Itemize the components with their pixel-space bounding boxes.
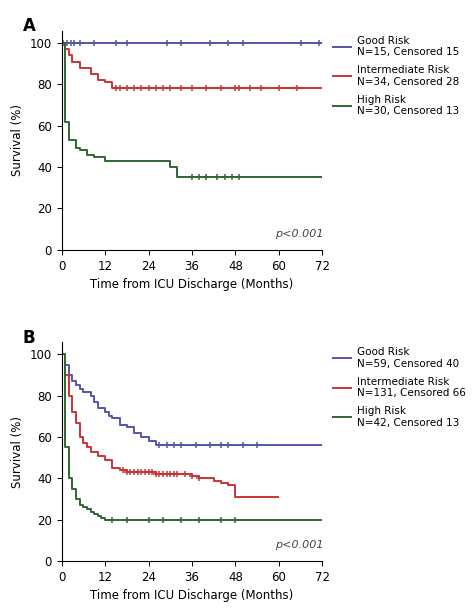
Text: B: B: [23, 329, 35, 346]
Y-axis label: Survival (%): Survival (%): [11, 104, 24, 176]
X-axis label: Time from ICU Discharge (Months): Time from ICU Discharge (Months): [91, 589, 293, 603]
X-axis label: Time from ICU Discharge (Months): Time from ICU Discharge (Months): [91, 278, 293, 291]
Text: p<0.001: p<0.001: [275, 229, 324, 239]
Legend: Good Risk
N=59, Censored 40, Intermediate Risk
N=131, Censored 66, High Risk
N=4: Good Risk N=59, Censored 40, Intermediat…: [333, 347, 465, 428]
Y-axis label: Survival (%): Survival (%): [11, 415, 24, 487]
Text: A: A: [23, 17, 36, 35]
Legend: Good Risk
N=15, Censored 15, Intermediate Risk
N=34, Censored 28, High Risk
N=30: Good Risk N=15, Censored 15, Intermediat…: [333, 36, 459, 116]
Text: p<0.001: p<0.001: [275, 540, 324, 550]
